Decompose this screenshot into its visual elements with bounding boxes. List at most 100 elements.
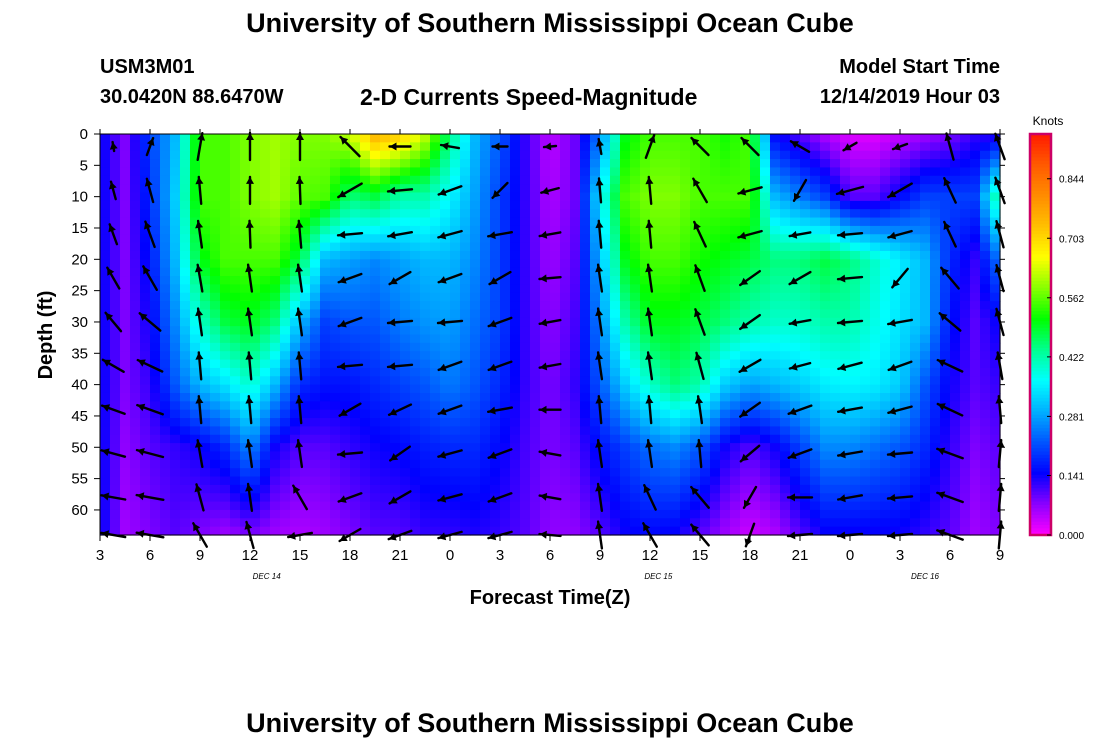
- heatmap-cell: [820, 192, 831, 202]
- heatmap-cell: [870, 509, 881, 519]
- heatmap-cell: [410, 443, 421, 453]
- heatmap-cell: [520, 392, 531, 402]
- heatmap-cell: [170, 200, 181, 210]
- heatmap-cell: [440, 309, 451, 319]
- colorbar-segment: [1030, 438, 1051, 443]
- heatmap-cell: [370, 250, 381, 260]
- heatmap-cell: [250, 267, 261, 277]
- heatmap-cell: [900, 250, 911, 260]
- heatmap-cell: [270, 476, 281, 486]
- heatmap-cell: [870, 426, 881, 436]
- heatmap-cell: [830, 267, 841, 277]
- heatmap-cell: [700, 292, 711, 302]
- heatmap-cell: [360, 434, 371, 444]
- heatmap-cell: [540, 409, 551, 419]
- heatmap-cell: [830, 184, 841, 194]
- heatmap-cell: [500, 476, 511, 486]
- heatmap-cell: [160, 376, 171, 386]
- heatmap-cell: [350, 359, 361, 369]
- heatmap-cell: [530, 184, 541, 194]
- heatmap-cell: [950, 142, 961, 152]
- heatmap-cell: [850, 418, 861, 427]
- heatmap-cell: [460, 476, 471, 486]
- current-vector: [295, 307, 304, 337]
- heatmap-cell: [190, 250, 201, 260]
- heatmap-cell: [110, 409, 121, 419]
- heatmap-cell: [360, 134, 371, 143]
- heatmap-cell: [390, 501, 401, 511]
- heatmap-cell: [640, 276, 651, 285]
- current-vector: [196, 131, 206, 162]
- heatmap-cell: [300, 250, 311, 260]
- heatmap-cell: [550, 234, 561, 244]
- heatmap-cell: [690, 367, 701, 377]
- heatmap-cell: [870, 484, 881, 494]
- heatmap-cell: [540, 518, 551, 528]
- heatmap-cell: [860, 267, 871, 277]
- heatmap-cell: [890, 259, 901, 269]
- heatmap-cell: [590, 301, 601, 311]
- heatmap-cell: [870, 242, 881, 252]
- heatmap-cell: [610, 284, 621, 294]
- heatmap-cell: [240, 292, 251, 302]
- heatmap-cell: [720, 242, 731, 252]
- heatmap-cell: [720, 376, 731, 386]
- heatmap-cell: [530, 259, 541, 269]
- heatmap-cell: [840, 426, 851, 436]
- colorbar-segment: [1030, 321, 1051, 326]
- heatmap-cell: [710, 367, 721, 377]
- heatmap-cell: [720, 234, 731, 244]
- heatmap-cell: [730, 384, 741, 394]
- heatmap-cell: [370, 326, 381, 336]
- heatmap-cell: [400, 518, 411, 528]
- heatmap-cell: [140, 134, 151, 143]
- heatmap-cell: [880, 476, 891, 486]
- heatmap-cell: [200, 301, 211, 311]
- heatmap-cell: [160, 192, 171, 202]
- heatmap-cell: [270, 301, 281, 311]
- heatmap-cell: [810, 234, 821, 244]
- day-label: DEC 14: [253, 572, 282, 581]
- heatmap-cell: [460, 250, 471, 260]
- heatmap-cell: [570, 309, 581, 319]
- heatmap-cell: [500, 384, 511, 394]
- heatmap-cell: [830, 334, 841, 344]
- heatmap-cell: [860, 200, 871, 210]
- heatmap-cell: [310, 342, 321, 352]
- heatmap-cell: [580, 250, 591, 260]
- heatmap-cell: [250, 484, 261, 494]
- heatmap-cell: [670, 476, 681, 486]
- heatmap-cell: [730, 367, 741, 377]
- heatmap-cell: [540, 209, 551, 219]
- heatmap-cell: [850, 250, 861, 260]
- heatmap-cell: [880, 276, 891, 285]
- heatmap-cell: [470, 259, 481, 269]
- heatmap-cell: [340, 225, 351, 235]
- heatmap-cell: [220, 367, 231, 377]
- heatmap-cell: [170, 225, 181, 235]
- heatmap-cell: [550, 476, 561, 486]
- heatmap-cell: [420, 501, 431, 511]
- current-vector: [487, 406, 513, 415]
- heatmap-cell: [500, 292, 511, 302]
- heatmap-cell: [640, 242, 651, 252]
- heatmap-cell: [810, 309, 821, 319]
- heatmap-cell: [250, 468, 261, 478]
- heatmap-cell: [980, 217, 991, 227]
- heatmap-cell: [850, 200, 861, 210]
- heatmap-cell: [970, 134, 981, 143]
- heatmap-cell: [960, 509, 971, 519]
- heatmap-cell: [900, 259, 911, 269]
- heatmap-cell: [520, 434, 531, 444]
- heatmap-cell: [980, 250, 991, 260]
- heatmap-cell: [510, 367, 521, 377]
- heatmap-cell: [140, 276, 151, 285]
- heatmap-cell: [290, 284, 301, 294]
- heatmap-cell: [570, 250, 581, 260]
- heatmap-cell: [730, 292, 741, 302]
- heatmap-cell: [880, 150, 891, 160]
- heatmap-cell: [460, 392, 471, 402]
- heatmap-cell: [260, 259, 271, 269]
- current-vector: [836, 230, 864, 239]
- heatmap-cell: [140, 468, 151, 478]
